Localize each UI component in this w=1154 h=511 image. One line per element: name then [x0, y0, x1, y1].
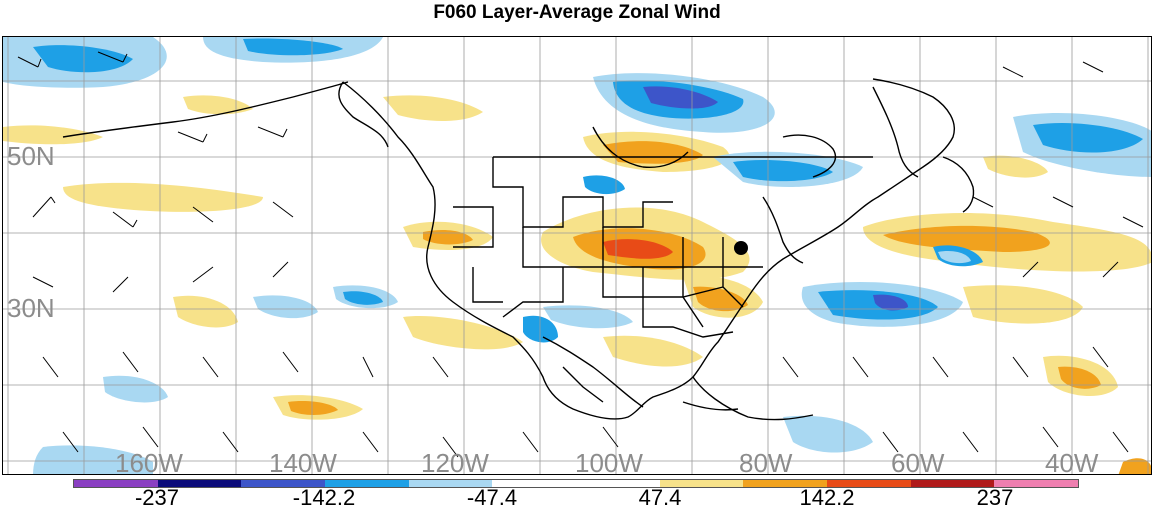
- negative-wind-shading: [3, 37, 1151, 474]
- colorbar-segment: [827, 480, 911, 487]
- location-marker: [734, 241, 748, 255]
- positive-wind-shading: [3, 95, 1151, 474]
- coastlines: [62, 78, 975, 421]
- colorbar-segment: [743, 480, 828, 487]
- colorbar-label: -237: [134, 485, 180, 510]
- colorbar-segment: [157, 480, 242, 487]
- map-title: F060 Layer-Average Zonal Wind: [433, 2, 721, 23]
- wind-barbs: [17, 51, 1144, 458]
- colorbar-label: 142.2: [799, 485, 855, 510]
- lon-label-120w: 120W: [421, 448, 489, 475]
- colorbar-label: 47.4: [638, 485, 682, 510]
- lat-label-30n: 30N: [7, 293, 55, 323]
- colorbar-segment: [910, 480, 995, 487]
- lon-label-60w: 60W: [891, 448, 945, 475]
- colorbar-segment: [408, 480, 493, 487]
- lon-label-40w: 40W: [1045, 448, 1099, 475]
- colorbar-segment: [576, 480, 660, 487]
- lat-label-50n: 50N: [7, 141, 55, 171]
- lon-label-160w: 160W: [115, 448, 183, 475]
- colorbar-segment: [492, 480, 577, 487]
- colorbar-segment: [994, 480, 1079, 487]
- colorbar-segment: [325, 480, 409, 487]
- colorbar-segment: [74, 480, 158, 487]
- colorbar-label: -47.4: [466, 485, 518, 510]
- lon-label-100w: 100W: [575, 448, 643, 475]
- colorbar-label: -142.2: [292, 485, 356, 510]
- colorbar-segment: [241, 480, 326, 487]
- map-panel: 50N 30N 160W 140W 120W 100W 80W 60W 40W: [2, 36, 1152, 475]
- lon-label-140w: 140W: [269, 448, 337, 475]
- colorbar: [73, 479, 1079, 488]
- colorbar-segment: [659, 480, 744, 487]
- colorbar-label: 237: [976, 485, 1014, 510]
- zonal-wind-map: [3, 37, 1151, 474]
- lon-label-80w: 80W: [739, 448, 793, 475]
